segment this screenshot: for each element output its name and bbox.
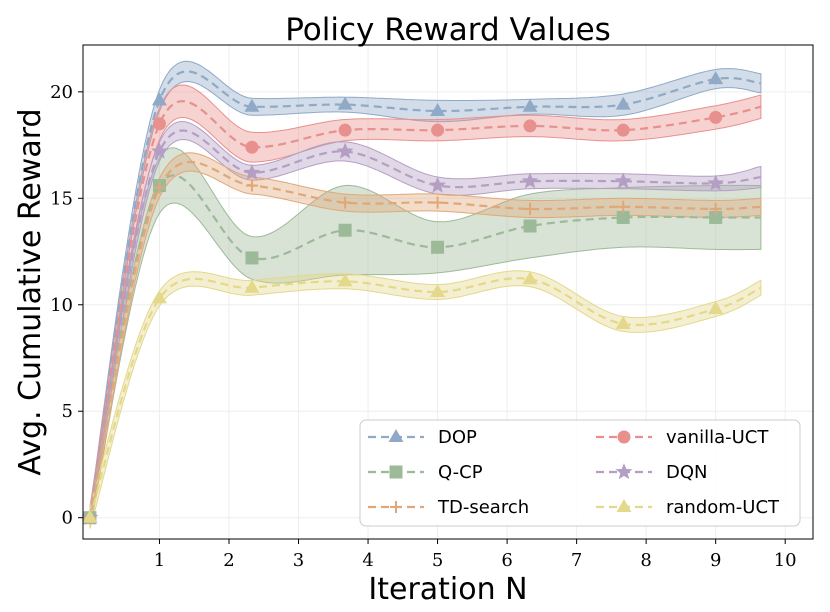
point-q-cp [245, 251, 259, 265]
legend-marker-dop [388, 429, 404, 442]
point-dop [615, 96, 631, 110]
point-td-search [431, 196, 444, 209]
point-td-search [245, 179, 258, 192]
y-tick-label: 15 [50, 188, 73, 209]
point-random-uct [708, 301, 724, 315]
point-random-uct [615, 316, 631, 329]
point-random-uct [82, 509, 98, 523]
x-tick-label: 4 [362, 550, 373, 571]
point-dop [430, 103, 446, 117]
x-tick-label: 1 [154, 550, 165, 571]
line-td-search [88, 160, 762, 518]
point-dop [152, 92, 167, 106]
line-dop [88, 70, 762, 518]
point-vanilla-uct [245, 140, 259, 154]
point-vanilla-uct [709, 110, 723, 124]
legend-label: DQN [666, 462, 708, 483]
point-vanilla-uct [523, 119, 537, 133]
x-axis-label: Iteration N [368, 572, 527, 607]
x-tick-label: 10 [774, 550, 797, 571]
point-random-uct [430, 284, 446, 297]
point-vanilla-uct [152, 117, 166, 131]
point-q-cp [523, 219, 537, 233]
point-td-search [709, 202, 722, 215]
point-random-uct [337, 273, 353, 287]
y-tick-label: 20 [50, 82, 73, 103]
point-q-cp [338, 223, 352, 237]
legend-entry-q-cp: Q-CP [368, 462, 483, 483]
point-dqn [336, 142, 354, 159]
point-dqn [614, 172, 632, 189]
line-random-uct [88, 277, 762, 519]
y-tick-label: 5 [62, 401, 73, 422]
y-tick-label: 0 [62, 508, 73, 529]
legend-marker-random-uct [616, 499, 632, 512]
point-td-search [617, 200, 630, 213]
x-tick-label: 6 [501, 550, 512, 571]
point-random-uct [152, 290, 167, 304]
y-tick-label: 10 [50, 295, 73, 316]
legend-entry-random-uct: random-UCT [596, 497, 780, 518]
point-td-search [524, 202, 537, 215]
x-tick-label: 9 [710, 550, 721, 571]
legend-label: vanilla-UCT [666, 427, 769, 448]
legend-label: random-UCT [666, 497, 780, 518]
point-dqn [429, 176, 446, 193]
y-axis-label: Avg. Cumulative Reward [13, 108, 48, 475]
point-random-uct [522, 271, 538, 285]
point-vanilla-uct [431, 123, 445, 137]
chart-title: Policy Reward Values [285, 12, 611, 48]
x-tick-label: 2 [223, 550, 234, 571]
band-q-cp [89, 147, 762, 529]
band-dqn [89, 120, 762, 529]
chart-legend: DOP vanilla-UCT Q-CP DQN TD-search random-UCT [359, 419, 801, 527]
x-tick-label: 3 [293, 550, 304, 571]
point-td-search [153, 181, 166, 194]
point-td-search [339, 196, 352, 209]
point-vanilla-uct [616, 123, 630, 137]
point-dqn [521, 172, 539, 189]
legend-label: DOP [438, 427, 477, 448]
point-dop [522, 98, 538, 112]
axis-ticks: 1 2 3 4 5 6 7 8 9 10 0 5 10 15 20 [50, 82, 797, 571]
point-dqn [151, 142, 168, 159]
legend-entry-dqn: DQN [596, 462, 708, 483]
plot-frame [82, 44, 814, 540]
legend-box [359, 419, 801, 527]
x-tick-label: 8 [640, 550, 651, 571]
data-point-markers [81, 71, 725, 525]
x-tick-label: 7 [571, 550, 582, 571]
point-dop [244, 98, 260, 112]
point-dop [708, 71, 724, 85]
legend-label: Q-CP [438, 462, 483, 483]
legend-label: TD-search [437, 497, 529, 518]
point-dqn [707, 174, 725, 191]
legend-marker-dqn [615, 463, 633, 480]
point-dqn [243, 163, 261, 180]
point-random-uct [244, 279, 260, 293]
point-vanilla-uct [338, 123, 352, 137]
point-q-cp [431, 240, 445, 254]
legend-marker-vanilla-uct [617, 430, 631, 444]
point-q-cp [616, 210, 630, 224]
point-dop [337, 96, 353, 110]
legend-marker-q-cp [389, 465, 403, 479]
legend-entry-vanilla-uct: vanilla-UCT [596, 427, 769, 448]
legend-entry-td-search: TD-search [368, 497, 529, 518]
x-tick-label: 5 [432, 550, 443, 571]
legend-entry-dop: DOP [368, 427, 477, 448]
legend-marker-td-search [390, 501, 402, 513]
band-dop [89, 60, 762, 529]
